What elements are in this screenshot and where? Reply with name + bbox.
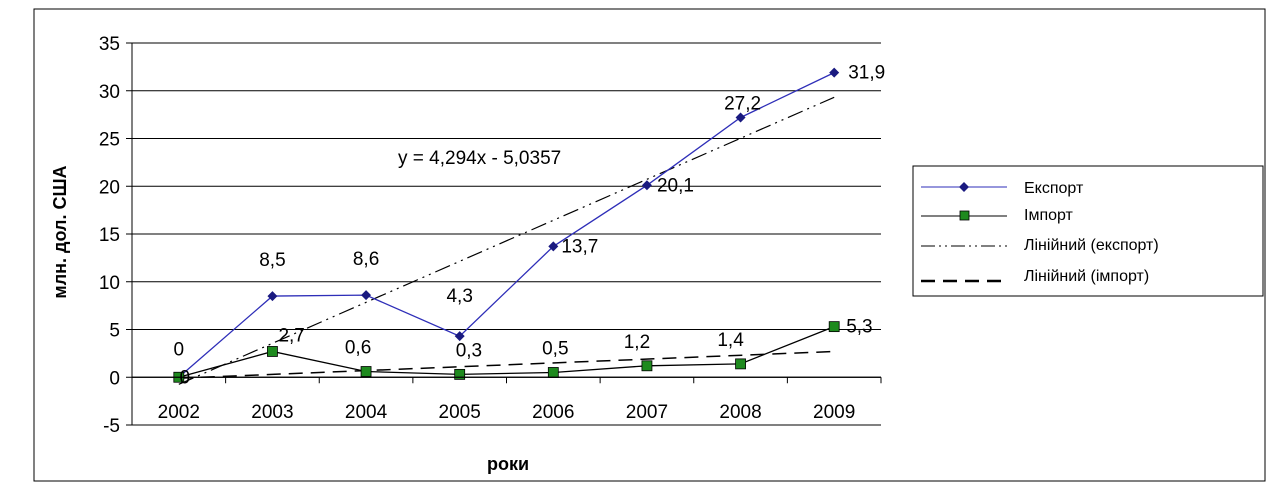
x-tick-label: 2003: [251, 402, 293, 423]
export-point: [454, 331, 465, 342]
export-data-label: 4,3: [446, 286, 472, 307]
export-data-label: 0: [174, 339, 185, 360]
square-icon: [959, 210, 970, 221]
import-data-label: 2,7: [278, 325, 304, 346]
export-point: [267, 291, 278, 302]
x-tick-label: 2005: [439, 402, 481, 423]
y-tick-label: 20: [99, 177, 120, 198]
y-tick-label: 10: [99, 273, 120, 294]
y-tick-label: 30: [99, 82, 120, 103]
y-tick-label: 5: [109, 321, 120, 342]
trendlines: [178, 96, 835, 385]
series-lines: [178, 72, 835, 378]
x-axis-title: роки: [487, 454, 529, 474]
legend-item-trend-export: Лінійний (експорт): [921, 237, 1159, 254]
export-data-label: 8,6: [353, 249, 379, 270]
export-point: [361, 290, 372, 301]
legend-item-export: Експорт: [921, 180, 1084, 197]
import-data-label: 1,4: [717, 330, 744, 351]
import-point: [735, 358, 746, 370]
export-point: [548, 241, 559, 252]
x-tick-label: 2009: [813, 402, 855, 423]
export-point: [735, 112, 746, 123]
import-point: [547, 367, 559, 378]
legend-item-trend-import: Лінійний (імпорт): [921, 268, 1149, 285]
import-point: [454, 368, 466, 380]
import-point: [267, 346, 278, 357]
y-tick-label: 15: [99, 225, 120, 246]
legend: Експорт Імпорт Лінійний (експорт) Лінійн…: [912, 165, 1264, 297]
svg-text:Експорт: Експорт: [1024, 180, 1084, 197]
export-data-label: 20,1: [657, 175, 694, 196]
y-tick-label: 0: [109, 368, 120, 389]
import-data-label: 1,2: [624, 332, 650, 353]
axes: -5 0 5 10 15 20 25 30 35 2002 2003 2004 2005 2006 2007…: [99, 34, 882, 437]
import-point: [360, 366, 372, 377]
x-tick-label: 2006: [532, 402, 574, 423]
export-data-label: 8,5: [259, 250, 285, 271]
import-data-label: 0,6: [345, 338, 371, 359]
svg-text:Імпорт: Імпорт: [1024, 207, 1074, 224]
y-axis-title: млн. дол. США: [50, 165, 70, 298]
import-point: [828, 321, 840, 333]
export-point: [829, 67, 840, 78]
import-data-label: 0,5: [542, 338, 568, 359]
y-tick-label: 35: [99, 34, 120, 55]
x-tick-label: 2002: [158, 402, 200, 423]
x-tick-label: 2008: [719, 402, 761, 423]
export-data-label: 31,9: [848, 63, 885, 84]
export-data-label: 13,7: [561, 236, 598, 257]
import-data-label: 0,3: [456, 340, 482, 361]
legend-box: [912, 165, 1264, 297]
export-data-label: 27,2: [724, 93, 761, 114]
equation-annotation: y = 4,294x - 5,0357: [398, 148, 561, 169]
import-point: [641, 360, 653, 372]
export-line: [178, 72, 835, 378]
import-data-label: 5,3: [846, 317, 872, 338]
trendline-export: [178, 96, 835, 385]
legend-item-import: Імпорт: [921, 207, 1074, 224]
svg-text:Лінійний (експорт): Лінійний (експорт): [1024, 237, 1159, 254]
y-tick-label: -5: [103, 416, 120, 437]
export-point: [641, 180, 652, 191]
svg-text:Лінійний (імпорт): Лінійний (імпорт): [1024, 268, 1149, 285]
x-tick-label: 2004: [345, 402, 388, 423]
import-line: [178, 326, 835, 378]
y-tick-label: 25: [99, 130, 120, 151]
diamond-icon: [959, 182, 969, 192]
data-labels: 08,5 8,64,313,720,127,231,902,70,6 0,3 0,5 1…: [174, 63, 886, 389]
x-tick-label: 2007: [626, 402, 668, 423]
